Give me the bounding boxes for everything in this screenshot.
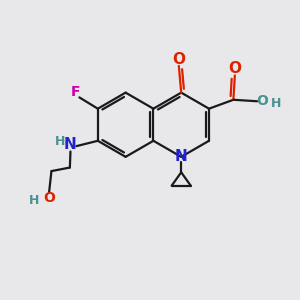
Text: F: F (71, 85, 81, 99)
Text: N: N (64, 137, 77, 152)
Text: O: O (228, 61, 242, 76)
Text: O: O (172, 52, 185, 67)
Text: H: H (28, 194, 39, 207)
Text: O: O (44, 191, 56, 205)
Text: N: N (175, 149, 188, 164)
Text: H: H (55, 135, 65, 148)
Text: O: O (256, 94, 268, 108)
Text: H: H (270, 97, 281, 110)
